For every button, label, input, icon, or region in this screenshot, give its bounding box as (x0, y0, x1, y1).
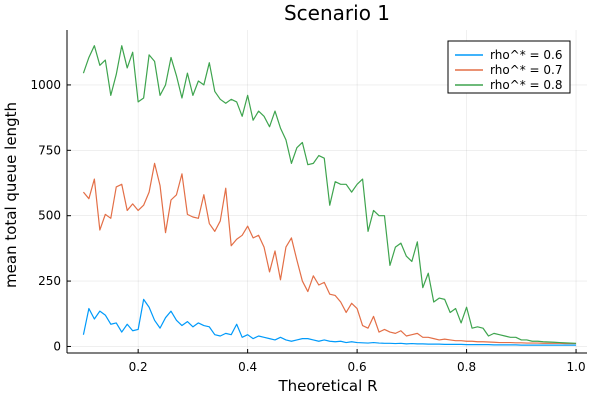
y-tick-label: 500 (38, 209, 61, 223)
legend-label-3: rho^* = 0.8 (490, 78, 563, 92)
x-tick-label: 0.2 (129, 360, 148, 374)
y-tick-label: 250 (38, 274, 61, 288)
series-line-1 (82, 298, 577, 346)
series-line-3 (82, 45, 577, 344)
axes-layer: 0.2 0.4 0.6 0.8 1.0 0 250 500 750 1000 (30, 30, 587, 374)
legend-label-1: rho^* = 0.6 (490, 48, 563, 62)
y-tick-label: 750 (38, 143, 61, 157)
x-axis-label: Theoretical R (278, 377, 378, 395)
y-axis-label: mean total queue length (2, 102, 20, 288)
x-tick-label: 0.8 (457, 360, 476, 374)
y-tick-label: 0 (53, 339, 61, 353)
x-tick-label: 0.4 (238, 360, 257, 374)
y-tick-label: 1000 (30, 78, 61, 92)
series-layer (82, 45, 577, 346)
x-tick-label: 0.6 (348, 360, 367, 374)
legend-label-2: rho^* = 0.7 (490, 63, 563, 77)
series-line-2 (82, 162, 577, 345)
chart-title: Scenario 1 (284, 1, 390, 25)
x-tick-label: 1.0 (567, 360, 586, 374)
